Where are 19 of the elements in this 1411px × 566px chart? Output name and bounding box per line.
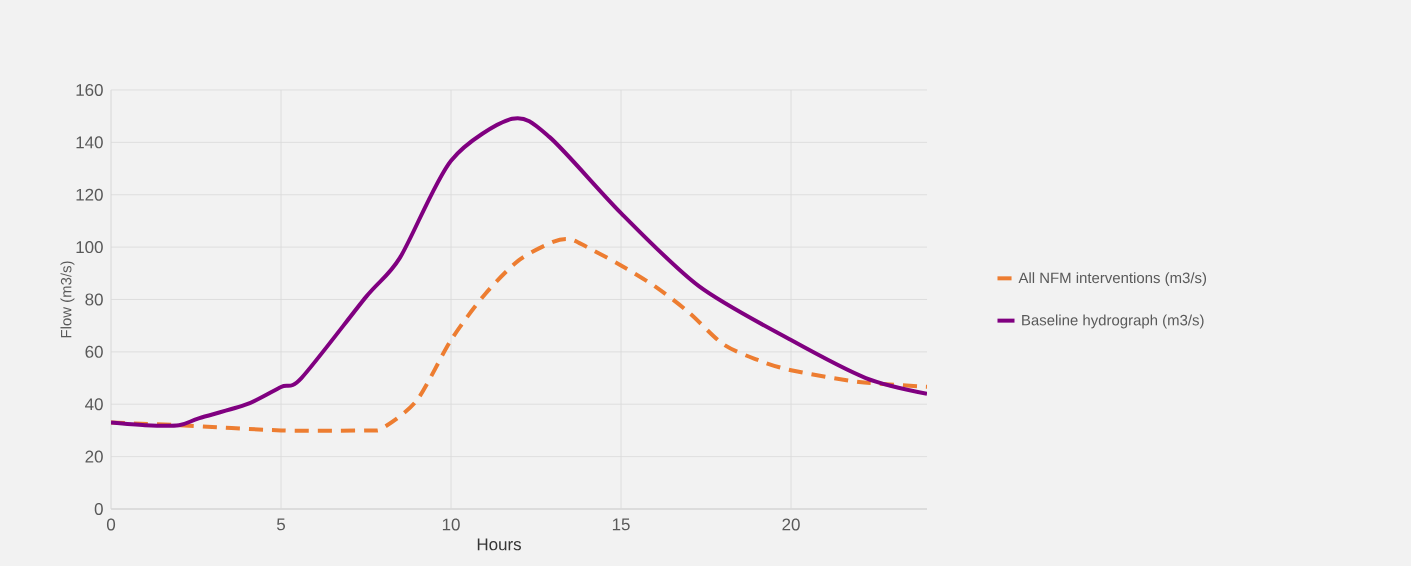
y-tick-label: 60 bbox=[85, 345, 103, 358]
line-series bbox=[111, 116, 928, 428]
y-tick-label: 160 bbox=[76, 83, 103, 96]
y-tick-label: 0 bbox=[94, 502, 103, 515]
legend-label: Baseline hydrograph (m3/s) bbox=[1022, 314, 1204, 329]
x-tick-label: 10 bbox=[442, 518, 460, 531]
y-tick-label: 140 bbox=[76, 136, 103, 149]
y-tick-label: 40 bbox=[85, 398, 103, 411]
y-tick-label: 120 bbox=[76, 188, 103, 201]
y-tick-label: 20 bbox=[85, 450, 103, 463]
y-tick-label: 80 bbox=[85, 293, 103, 306]
y-axis-title: Flow (m3/s) bbox=[60, 261, 75, 338]
x-tick-label: 20 bbox=[782, 518, 800, 531]
x-tick-label: 5 bbox=[276, 518, 286, 531]
legend-label: All NFM interventions (m3/s) bbox=[1018, 272, 1207, 287]
x-tick-label: 15 bbox=[612, 518, 630, 531]
x-tick-label: 0 bbox=[106, 518, 116, 531]
y-tick-label: 100 bbox=[76, 241, 103, 254]
x-axis-title: Hours bbox=[477, 538, 521, 551]
